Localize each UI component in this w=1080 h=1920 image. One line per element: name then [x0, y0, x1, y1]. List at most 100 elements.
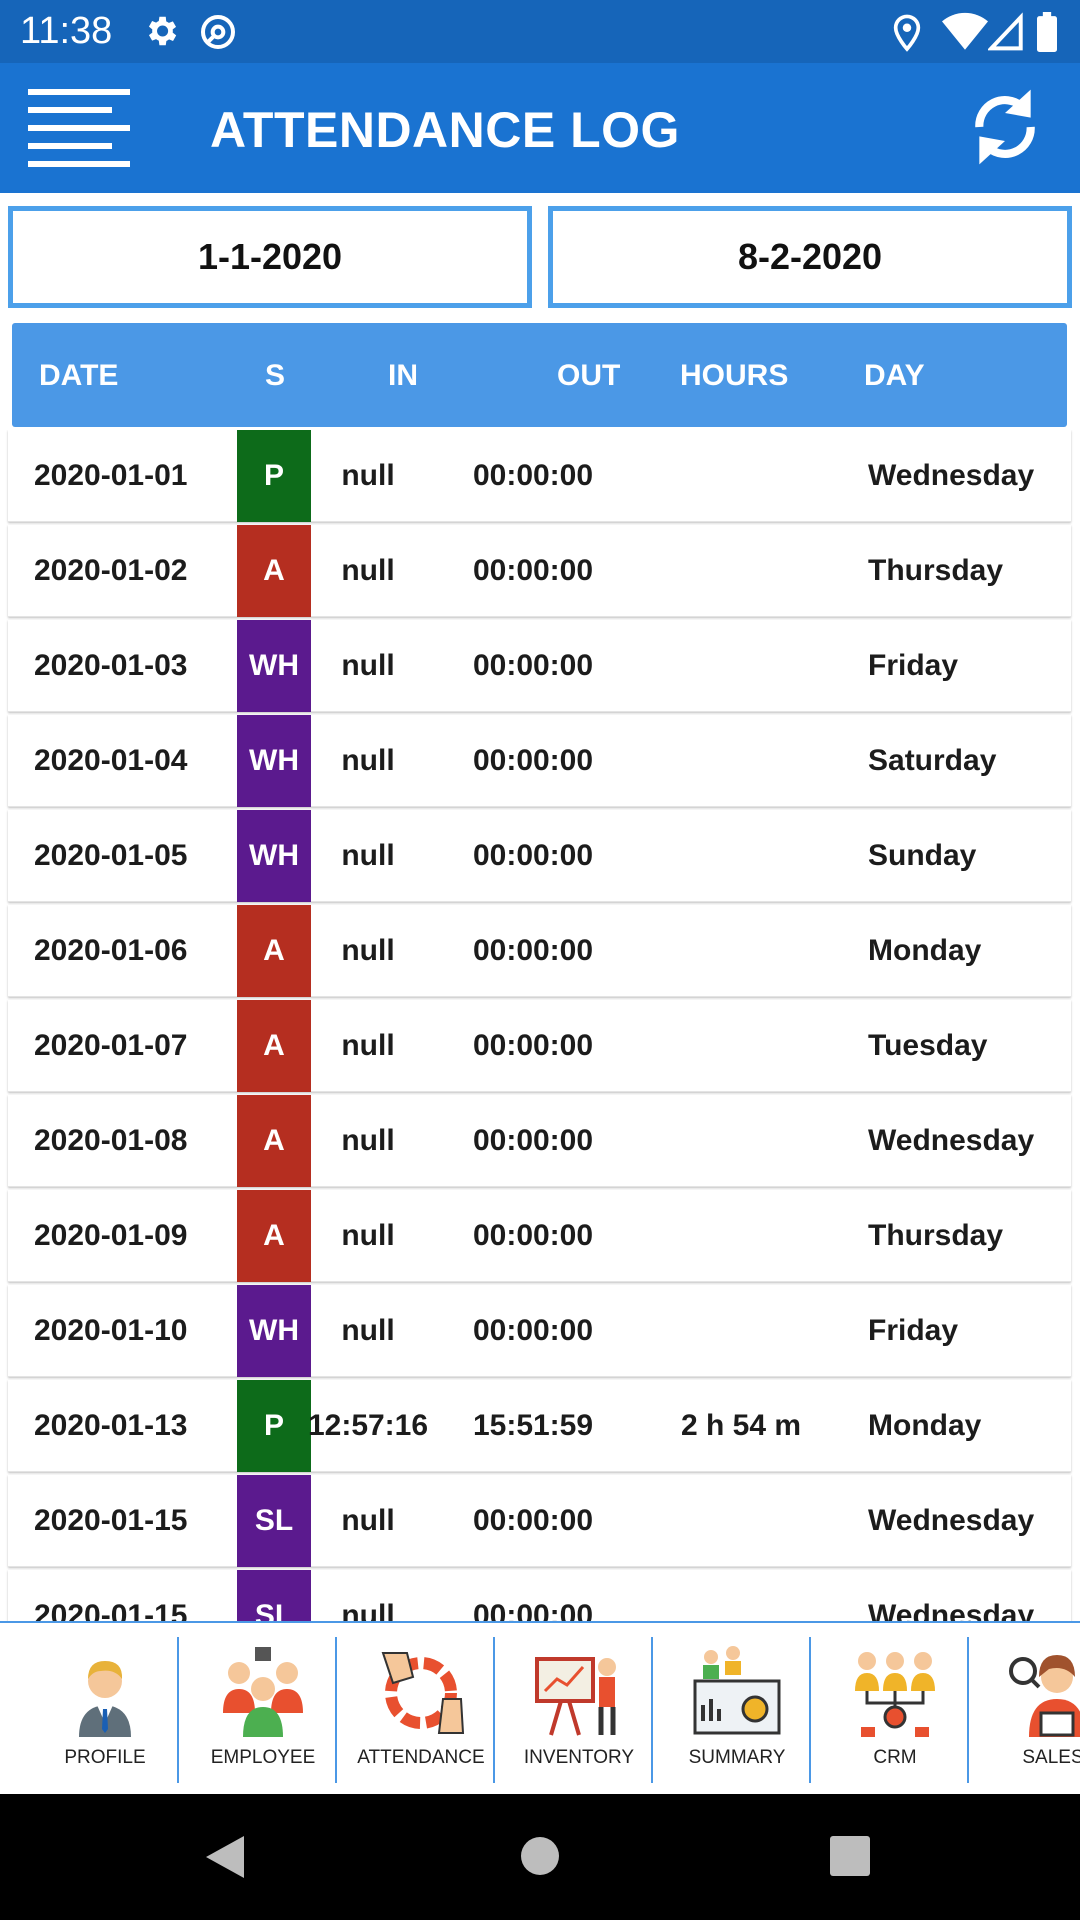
status-badge: A — [237, 1190, 311, 1282]
wifi-icon — [942, 12, 988, 57]
header-out: OUT — [557, 359, 621, 392]
cell-day: Wednesday — [868, 459, 1035, 492]
cell-date: 2020-01-05 — [34, 839, 188, 872]
app-bar: ATTENDANCE LOG — [0, 63, 1080, 193]
cell-in: null — [341, 1599, 395, 1621]
nav-item-sales[interactable]: SALES — [974, 1623, 1080, 1794]
status-badge: WH — [237, 620, 311, 712]
table-row[interactable]: 2020-01-15 SL null 00:00:00 Wednesday — [8, 1475, 1071, 1567]
cell-out: 00:00:00 — [472, 1504, 594, 1537]
nav-divider — [809, 1637, 811, 1783]
cell-out: 00:00:00 — [472, 459, 594, 492]
status-badge: P — [237, 1380, 311, 1472]
cell-in: 12:57:16 — [307, 1409, 429, 1442]
nav-item-attendance[interactable]: ATTENDANCE — [342, 1623, 500, 1794]
nav-item-employee[interactable]: EMPLOYEE — [184, 1623, 342, 1794]
nav-label: SUMMARY — [688, 1747, 786, 1768]
cell-out: 00:00:00 — [472, 554, 594, 587]
home-icon[interactable] — [518, 1834, 562, 1883]
cell-out: 00:00:00 — [472, 1314, 594, 1347]
table-row[interactable]: 2020-01-13 P 12:57:16 15:51:59 2 h 54 m Monda… — [8, 1380, 1071, 1472]
cell-day: Monday — [868, 934, 982, 967]
cell-in: null — [341, 1219, 395, 1252]
nav-divider — [651, 1637, 653, 1783]
cell-date: 2020-01-09 — [34, 1219, 188, 1252]
cell-in: null — [341, 1314, 395, 1347]
table-row[interactable]: 2020-01-03 WH null 00:00:00 Friday — [8, 620, 1071, 712]
sales-person-icon — [1005, 1643, 1080, 1739]
cell-out: 00:00:00 — [472, 1599, 594, 1621]
refresh-icon[interactable] — [970, 85, 1040, 169]
cell-date: 2020-01-04 — [34, 744, 188, 777]
header-day: DAY — [864, 359, 925, 392]
nav-label: SALES — [1022, 1747, 1080, 1768]
cell-day: Wednesday — [868, 1599, 1035, 1621]
inventory-presentation-icon — [531, 1643, 627, 1739]
status-badge: P — [237, 430, 311, 522]
end-date-field[interactable]: 8-2-2020 — [548, 206, 1072, 308]
nav-item-inventory[interactable]: INVENTORY — [500, 1623, 658, 1794]
cell-in: null — [341, 744, 395, 777]
cell-date: 2020-01-02 — [34, 554, 188, 587]
status-badge: A — [237, 1095, 311, 1187]
cell-date: 2020-01-08 — [34, 1124, 188, 1157]
nav-label: EMPLOYEE — [210, 1747, 316, 1768]
nav-divider — [493, 1637, 495, 1783]
table-row[interactable]: 2020-01-04 WH null 00:00:00 Saturday — [8, 715, 1071, 807]
cell-day: Thursday — [868, 1219, 1004, 1252]
nav-item-profile[interactable]: PROFILE — [26, 1623, 184, 1794]
system-nav-bar — [0, 1794, 1080, 1920]
cell-day: Friday — [868, 1314, 959, 1347]
recents-icon[interactable] — [830, 1836, 870, 1881]
table-row[interactable]: 2020-01-05 WH null 00:00:00 Sunday — [8, 810, 1071, 902]
nav-label: PROFILE — [64, 1747, 146, 1768]
cell-day: Thursday — [868, 554, 1004, 587]
header-date: DATE — [39, 359, 119, 392]
battery-icon — [1036, 12, 1058, 57]
nav-item-crm[interactable]: CRM — [816, 1623, 974, 1794]
header-status: S — [265, 359, 286, 392]
cell-out: 00:00:00 — [472, 934, 594, 967]
table-header: DATE S IN OUT HOURS DAY — [12, 323, 1067, 427]
header-hours: HOURS — [680, 359, 789, 392]
nav-divider — [967, 1637, 969, 1783]
cell-day: Sunday — [868, 839, 977, 872]
cell-out: 00:00:00 — [472, 649, 594, 682]
header-in: IN — [388, 359, 418, 392]
status-badge: WH — [237, 1285, 311, 1377]
cell-out: 00:00:00 — [472, 839, 594, 872]
cell-date: 2020-01-06 — [34, 934, 188, 967]
menu-icon[interactable] — [28, 89, 130, 169]
nav-item-summary[interactable]: SUMMARY — [658, 1623, 816, 1794]
nav-divider — [177, 1637, 179, 1783]
cell-day: Tuesday — [868, 1029, 988, 1062]
cell-signal-icon — [986, 12, 1024, 57]
cell-hours: 2 h 54 m — [681, 1409, 802, 1442]
cell-date: 2020-01-03 — [34, 649, 188, 682]
cell-out: 00:00:00 — [472, 1124, 594, 1157]
back-icon[interactable] — [200, 1832, 250, 1887]
cell-date: 2020-01-15 — [34, 1504, 188, 1537]
cell-day: Friday — [868, 649, 959, 682]
nav-divider — [335, 1637, 337, 1783]
cell-day: Wednesday — [868, 1504, 1035, 1537]
gear-icon — [142, 12, 180, 55]
start-date-field[interactable]: 1-1-2020 — [8, 206, 532, 308]
status-badge: SL — [237, 1475, 311, 1567]
table-row[interactable]: 2020-01-15 SL null 00:00:00 Wednesday — [8, 1570, 1071, 1621]
cell-in: null — [341, 839, 395, 872]
cell-day: Wednesday — [868, 1124, 1035, 1157]
nav-label: ATTENDANCE — [357, 1747, 485, 1768]
bottom-nav: PROFILE EMPLOYEE ATTENDANCE INVENTORY SUMMAR… — [0, 1621, 1080, 1794]
table-row[interactable]: 2020-01-10 WH null 00:00:00 Friday — [8, 1285, 1071, 1377]
status-bar: 11:38 — [0, 0, 1080, 63]
cell-in: null — [341, 1504, 395, 1537]
